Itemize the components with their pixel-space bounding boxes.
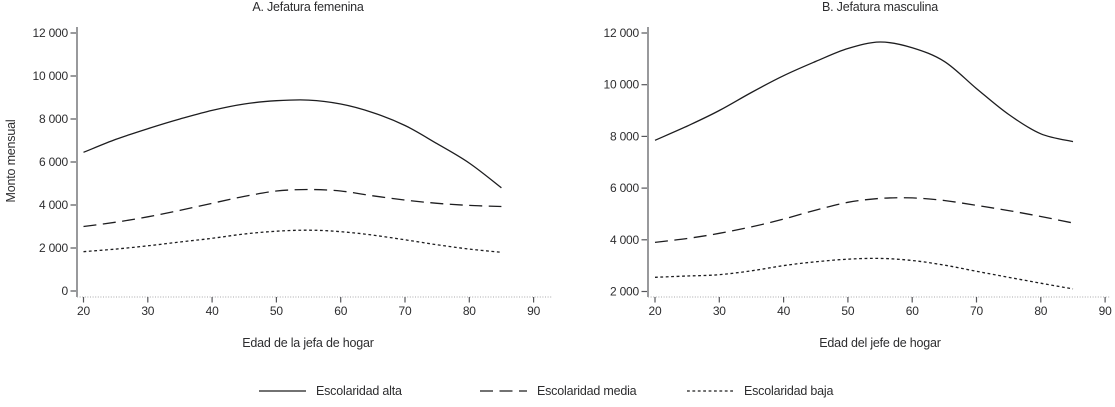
x-tick-label: 90 <box>527 304 540 318</box>
x-tick-label: 70 <box>399 304 412 318</box>
y-tick-label: 4 000 <box>610 233 640 247</box>
legend-label: Escolaridad media <box>537 384 637 398</box>
x-tick-label: 60 <box>906 304 919 318</box>
legend-line-sample-solid <box>259 390 306 392</box>
chart-panel-b-canvas: 2 000 4 000 6 000 8 000 10 000 12 000 20 30 40 50… <box>603 26 1112 318</box>
series-line-escolaridad-media <box>654 197 1074 244</box>
chart-panel-a-canvas: 0 2 000 4 000 6 000 8 000 10 000 12 000 20 30 40 5… <box>32 26 552 318</box>
x-tick-label: 60 <box>334 304 347 318</box>
series-line-escolaridad-media <box>83 188 502 228</box>
y-tick-label: 6 000 <box>610 181 640 195</box>
legend-label: Escolaridad baja <box>744 384 834 398</box>
y-tick-label: 12 000 <box>603 26 639 40</box>
x-tick-label: 80 <box>1034 304 1047 318</box>
y-tick-label: 8 000 <box>610 129 640 143</box>
x-tick-label: 30 <box>713 304 726 318</box>
legend-line-sample-long-dash <box>480 390 527 392</box>
y-tick-label: 6 000 <box>39 155 69 169</box>
y-tick-label: 10 000 <box>32 69 68 83</box>
y-tick-label: 2 000 <box>39 241 69 255</box>
x-tick-label: 40 <box>777 304 790 318</box>
x-tick-label: 70 <box>970 304 983 318</box>
y-tick-label: 12 000 <box>32 26 68 40</box>
x-tick-label: 40 <box>206 304 219 318</box>
panel-a-x-axis-label: Edad de la jefa de hogar <box>242 336 374 350</box>
panel-b-title: B. Jefatura masculina <box>822 0 938 14</box>
x-tick-label: 90 <box>1099 304 1112 318</box>
legend-line-sample-short-dash <box>687 390 734 392</box>
series-line-escolaridad-alta <box>654 41 1074 143</box>
y-tick-label: 4 000 <box>39 198 69 212</box>
y-tick-label: 8 000 <box>39 112 69 126</box>
x-tick-label: 50 <box>270 304 283 318</box>
legend-label: Escolaridad alta <box>316 384 402 398</box>
panel-a-title: A. Jefatura femenina <box>252 0 364 14</box>
y-tick-label: 2 000 <box>610 285 640 299</box>
x-tick-label: 20 <box>649 304 662 318</box>
legend-item-escolaridad-baja: Escolaridad baja <box>687 383 833 399</box>
series-line-escolaridad-alta <box>83 99 502 189</box>
series-line-escolaridad-baja <box>654 257 1074 290</box>
legend-item-escolaridad-media: Escolaridad media <box>480 383 637 399</box>
panel-b-x-axis-label: Edad del jefe de hogar <box>819 336 941 350</box>
x-tick-label: 30 <box>141 304 154 318</box>
x-tick-label: 20 <box>77 304 90 318</box>
x-tick-label: 80 <box>463 304 476 318</box>
series-line-escolaridad-baja <box>83 229 502 253</box>
legend-item-escolaridad-alta: Escolaridad alta <box>259 383 402 399</box>
y-tick-label: 0 <box>62 284 69 298</box>
y-tick-label: 10 000 <box>603 78 639 92</box>
x-tick-label: 50 <box>841 304 854 318</box>
